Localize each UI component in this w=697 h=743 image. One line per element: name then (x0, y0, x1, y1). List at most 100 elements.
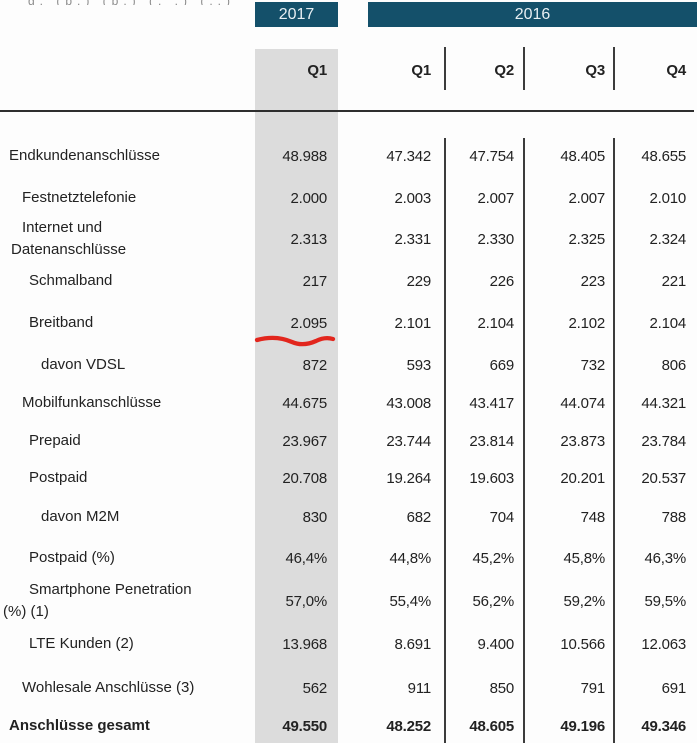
cell-2016-q1: 682 (406, 508, 432, 526)
table-row: Festnetztelefonie 2.000 2.003 2.007 2.00… (0, 177, 697, 219)
cell-2016-q2: 19.603 (469, 469, 514, 487)
row-label: Anschlüsse gesamt (9, 717, 150, 734)
quarter-header-2017-q1: Q1 (307, 61, 327, 79)
highlight-column-2017-q1 (255, 49, 338, 743)
cell-2016-q3: 732 (580, 356, 606, 374)
cell-2017-q1: 44.675 (282, 394, 327, 412)
cell-2016-q3: 48.405 (560, 147, 605, 165)
cell-2016-q3: 44.074 (560, 394, 605, 412)
cell-2016-q1: 2.331 (394, 230, 431, 248)
cell-2017-q1: 46,4% (285, 549, 327, 567)
cell-2017-q1: 48.988 (282, 147, 327, 165)
clipped-text-fragment: g. (p.) (p.) (. .) (..) (28, 0, 328, 5)
table-row: Smartphone Penetration (%) (1) 57,0% 55,… (0, 580, 697, 622)
cell-2016-q4: 59,5% (644, 592, 686, 610)
column-divider (523, 47, 525, 90)
cell-2017-q1: 217 (302, 272, 328, 290)
cell-2016-q3: 59,2% (563, 592, 605, 610)
cell-2016-q3: 45,8% (563, 549, 605, 567)
column-divider (523, 138, 525, 743)
cell-2016-q1: 2.101 (394, 314, 431, 332)
column-divider (613, 138, 615, 743)
cell-2016-q3: 2.007 (568, 189, 605, 207)
cell-2016-q1: 593 (406, 356, 432, 374)
cell-2016-q4: 44.321 (641, 394, 686, 412)
cell-2016-q4: 46,3% (644, 549, 686, 567)
cell-2016-q2: 850 (489, 679, 515, 697)
cell-2016-q4: 806 (661, 356, 687, 374)
cell-2017-q1: 2.313 (290, 230, 327, 248)
red-underline-annotation (254, 335, 336, 347)
cell-2016-q1: 23.744 (386, 432, 431, 450)
cell-2016-q2: 704 (489, 508, 515, 526)
quarter-header-2016-q2: Q2 (494, 61, 514, 79)
table-row: Postpaid (%) 46,4% 44,8% 45,2% 45,8% 46,… (0, 537, 697, 579)
cell-2016-q2: 45,2% (472, 549, 514, 567)
cell-2016-q4: 2.010 (649, 189, 686, 207)
row-label: Mobilfunkanschlüsse (22, 394, 162, 411)
column-divider (613, 47, 615, 90)
cell-2017-q1: 49.550 (282, 717, 327, 735)
cell-2016-q3: 49.196 (560, 717, 605, 735)
cell-2017-q1: 57,0% (285, 592, 327, 610)
cell-2016-q4: 20.537 (641, 469, 686, 487)
cell-2016-q1: 19.264 (386, 469, 431, 487)
cell-2017-q1: 562 (302, 679, 328, 697)
cell-2016-q4: 691 (661, 679, 687, 697)
row-label: Prepaid (29, 432, 81, 449)
cell-2016-q2: 669 (489, 356, 515, 374)
cell-2016-q4: 788 (661, 508, 687, 526)
row-label: davon M2M (41, 508, 120, 525)
table-row: Breitband 2.095 2.101 2.104 2.102 2.104 (0, 302, 697, 344)
table-row: LTE Kunden (2) 13.968 8.691 9.400 10.566… (0, 623, 697, 665)
cell-2016-q3: 20.201 (560, 469, 605, 487)
cell-2016-q1: 43.008 (386, 394, 431, 412)
table-row: Postpaid 20.708 19.264 19.603 20.201 20.… (0, 457, 697, 499)
cell-2016-q3: 23.873 (560, 432, 605, 450)
cell-2016-q2: 2.007 (477, 189, 514, 207)
cell-2016-q3: 748 (580, 508, 606, 526)
cell-2016-q2: 56,2% (472, 592, 514, 610)
table-row: Schmalband 217 229 226 223 221 (0, 260, 697, 302)
row-label: davon VDSL (41, 356, 126, 373)
cell-2016-q4: 221 (661, 272, 687, 290)
row-label: Postpaid (29, 469, 88, 486)
cell-2016-q2: 9.400 (477, 635, 514, 653)
cell-2017-q1: 830 (302, 508, 328, 526)
row-label: Schmalband (29, 272, 113, 289)
cell-2016-q4: 2.324 (649, 230, 686, 248)
quarter-header-2016-q3: Q3 (585, 61, 605, 79)
table-row: Prepaid 23.967 23.744 23.814 23.873 23.7… (0, 420, 697, 462)
table-row: davon VDSL 872 593 669 732 806 (0, 344, 697, 386)
cell-2016-q1: 229 (406, 272, 432, 290)
cell-2017-q1: 2.000 (290, 189, 327, 207)
cell-2016-q2: 23.814 (469, 432, 514, 450)
cell-2017-q1: 872 (302, 356, 328, 374)
table-row: Wohlesale Anschlüsse (3) 562 911 850 791… (0, 667, 697, 709)
header-rule (0, 110, 694, 112)
row-label: Postpaid (%) (29, 549, 115, 566)
cell-2016-q1: 8.691 (394, 635, 431, 653)
cell-2016-q1: 44,8% (389, 549, 431, 567)
cell-2016-q2: 43.417 (469, 394, 514, 412)
row-label: Festnetztelefonie (22, 189, 137, 206)
cell-2016-q1: 47.342 (386, 147, 431, 165)
table-row: davon M2M 830 682 704 748 788 (0, 496, 697, 538)
cell-2016-q2: 226 (489, 272, 515, 290)
cell-2016-q4: 49.346 (641, 717, 686, 735)
table-row-total: Anschlüsse gesamt 49.550 48.252 48.605 4… (0, 705, 697, 743)
quarter-header-2016-q4: Q4 (666, 61, 686, 79)
cell-2016-q4: 48.655 (641, 147, 686, 165)
quarter-header-row: Q1 Q1 Q2 Q3 Q4 (0, 56, 697, 84)
cell-2016-q4: 23.784 (641, 432, 686, 450)
cell-2016-q3: 791 (580, 679, 606, 697)
row-label: Endkundenanschlüsse (9, 147, 160, 164)
cell-2017-q1: 13.968 (282, 635, 327, 653)
cell-2017-q1: 2.095 (290, 314, 327, 332)
quarter-header-2016-q1: Q1 (411, 61, 431, 79)
column-divider (444, 47, 446, 90)
column-divider (444, 138, 446, 743)
row-label: Wohlesale Anschlüsse (3) (22, 679, 195, 696)
cell-2016-q4: 12.063 (641, 635, 686, 653)
